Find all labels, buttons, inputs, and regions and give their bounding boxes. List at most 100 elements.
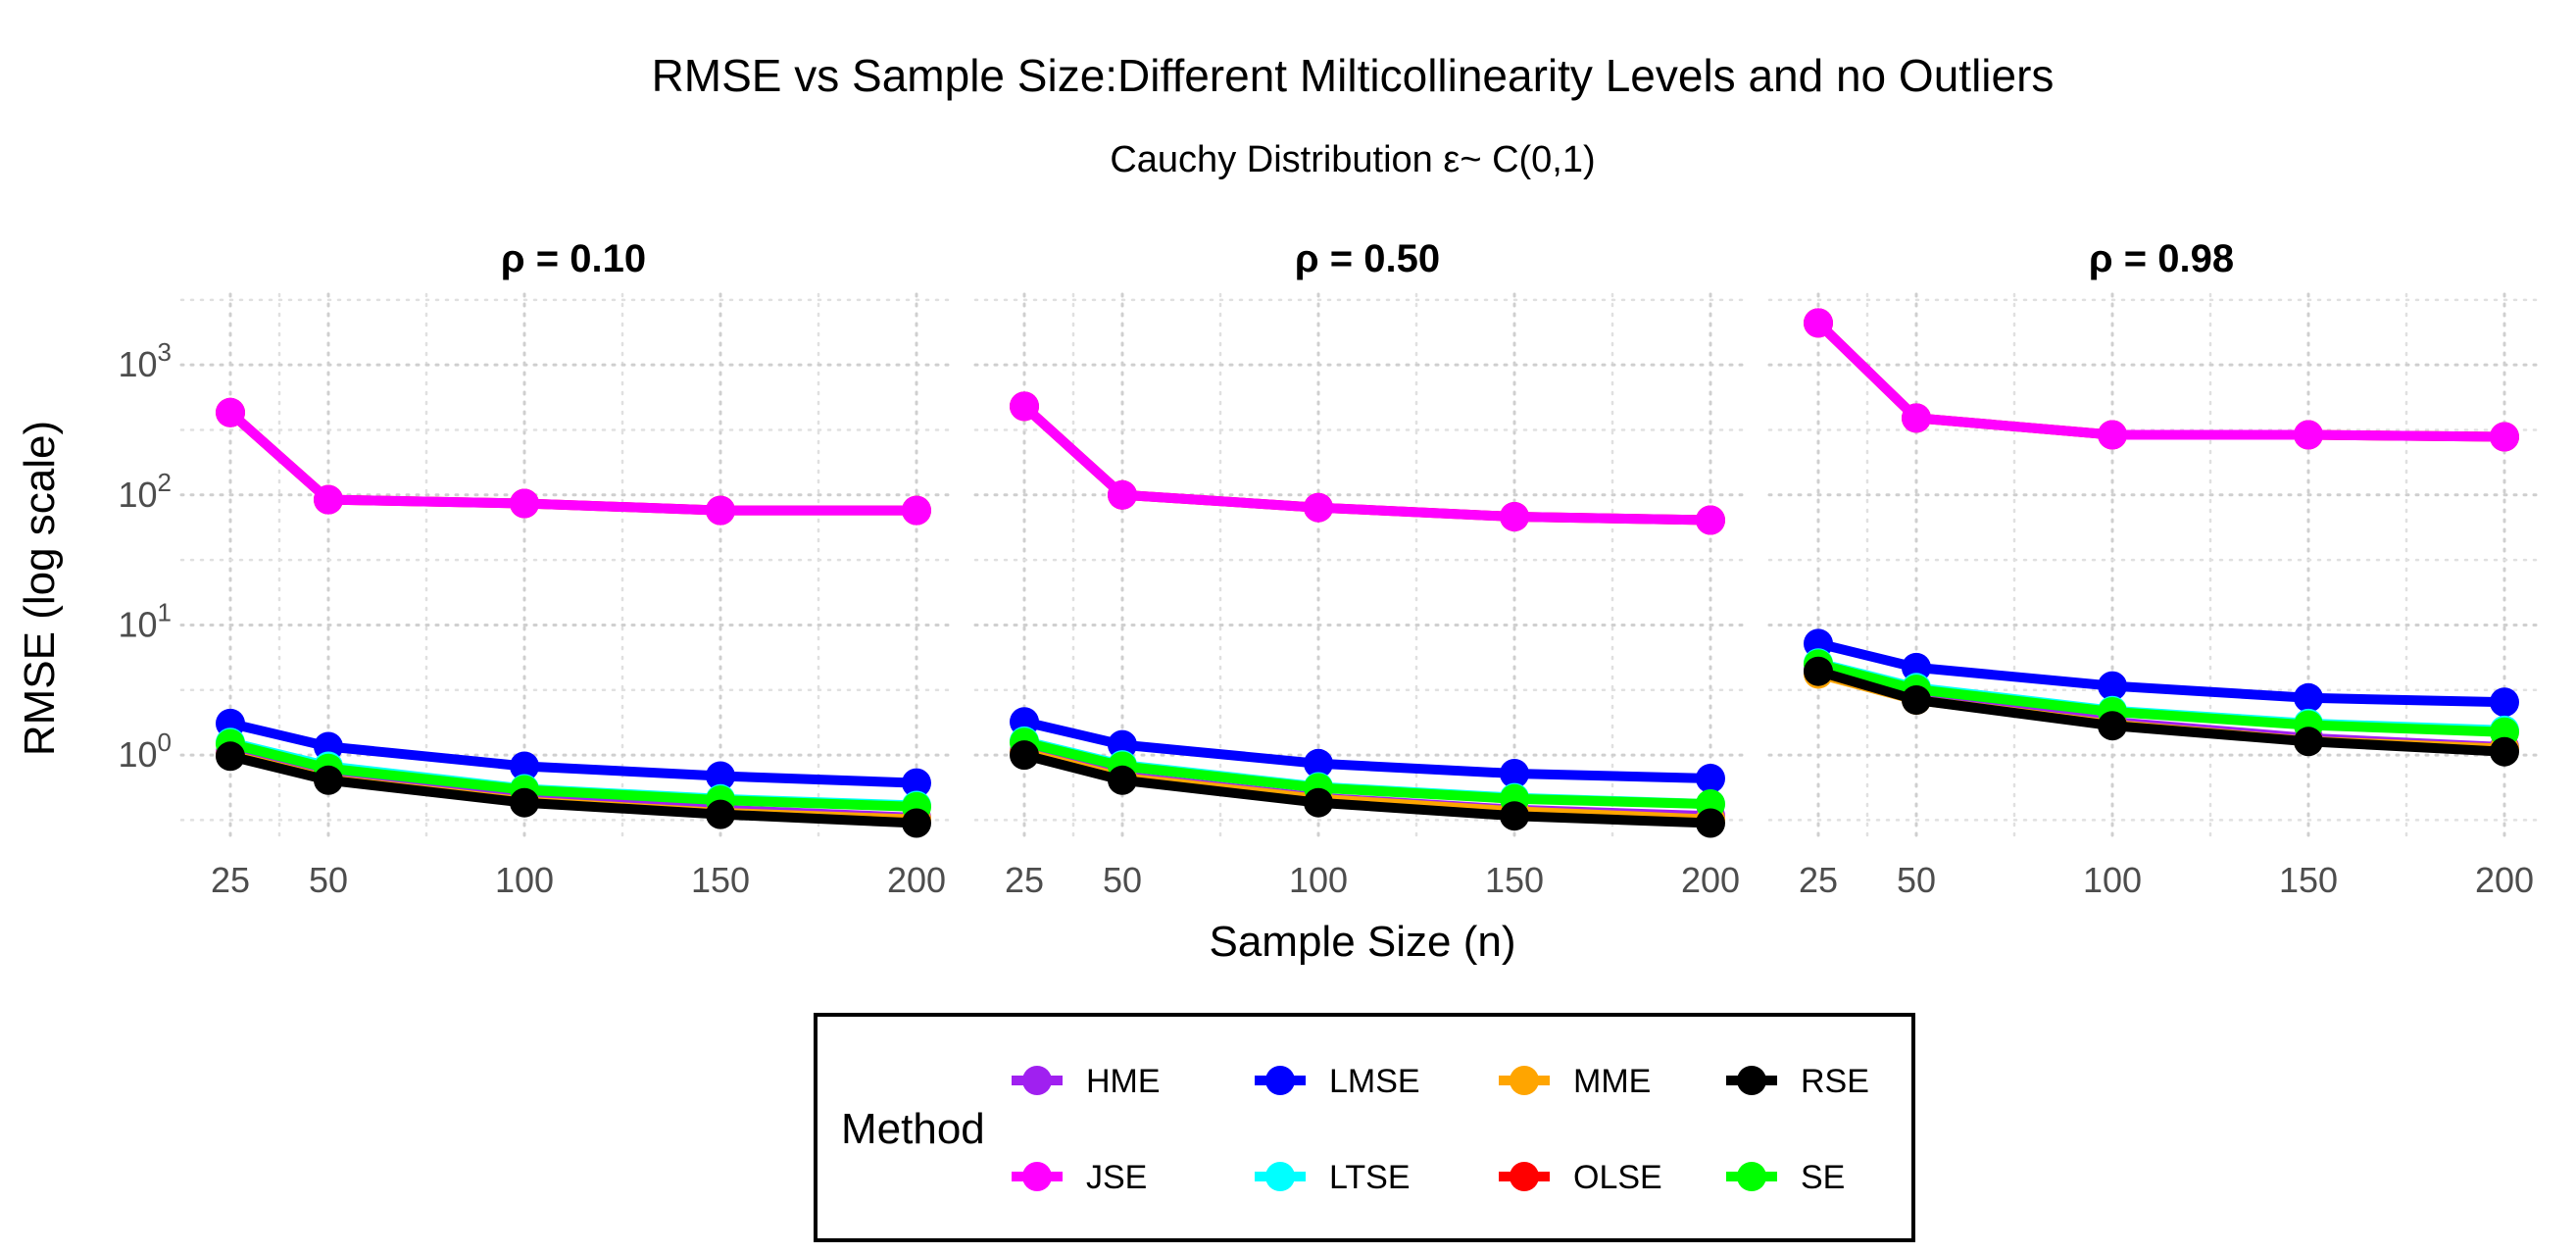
data-point-rse [1804, 656, 1833, 686]
data-point-jse [510, 488, 539, 519]
x-tick-label: 150 [2279, 860, 2338, 900]
legend-label: HME [1086, 1063, 1161, 1100]
data-point-jse [1108, 479, 1137, 510]
data-point-jse [2098, 420, 2127, 450]
facet-panel-1: ρ = 0.10 25 50 100 150 200 [179, 237, 958, 900]
panel-grid [179, 292, 958, 845]
series-rse [1010, 740, 1725, 838]
y-tick-label: 102 [118, 468, 172, 515]
series-jse [216, 397, 931, 526]
facet-strip-label: ρ = 0.50 [1295, 237, 1440, 280]
legend-entry-jse: JSE [1012, 1159, 1147, 1196]
data-point-rse [1304, 787, 1333, 818]
legend-key-point [1022, 1162, 1052, 1191]
x-tick-label: 200 [1681, 860, 1740, 900]
legend-entry-lmse: LMSE [1255, 1063, 1420, 1100]
data-point-lmse [902, 768, 931, 798]
data-point-lmse [510, 751, 539, 781]
legend-key-point [1510, 1162, 1539, 1191]
y-tick-label: 101 [118, 597, 172, 644]
series-jse [1804, 308, 2519, 452]
facet-panel-2: ρ = 0.50 25 50 100 150 200 [973, 237, 1752, 900]
legend-label: LMSE [1329, 1063, 1420, 1100]
data-point-rse [706, 799, 735, 829]
facet-strip-label: ρ = 0.98 [2089, 237, 2234, 280]
legend-box [814, 1013, 1915, 1242]
data-point-rse [314, 765, 343, 795]
data-point-rse [1696, 808, 1725, 838]
legend-entry-rse: RSE [1726, 1063, 1869, 1100]
legend-entry-hme: HME [1012, 1063, 1161, 1100]
legend-entries: HME LMSE MME RSE JSE LTSE OLSE SE [1012, 1063, 1869, 1196]
legend-key-point [1022, 1066, 1052, 1095]
x-tick-label: 25 [1005, 860, 1044, 900]
facet-panel-3: ρ = 0.98 25 50 100 150 200 [1767, 237, 2546, 900]
data-point-lmse [2294, 682, 2323, 713]
x-tick-label: 25 [1799, 860, 1838, 900]
data-point-jse [1500, 502, 1529, 531]
facet-strip-label: ρ = 0.10 [501, 237, 646, 280]
y-tick-exponent: 1 [158, 597, 172, 627]
legend-key-point [1737, 1066, 1766, 1095]
legend-entry-mme: MME [1499, 1063, 1651, 1100]
legend-label: JSE [1086, 1159, 1147, 1196]
data-point-lmse [1500, 759, 1529, 788]
y-tick-exponent: 0 [158, 727, 172, 757]
legend-key-point [1265, 1162, 1295, 1191]
y-tick-base: 10 [118, 734, 157, 775]
y-tick-exponent: 3 [158, 337, 172, 367]
data-point-rse [216, 741, 245, 772]
data-point-jse [902, 495, 931, 526]
legend-label: LTSE [1329, 1159, 1411, 1196]
data-point-lmse [1304, 748, 1333, 778]
x-tick-label: 150 [1485, 860, 1544, 900]
legend-key-point [1265, 1066, 1295, 1095]
y-tick-base: 10 [118, 344, 157, 384]
panel-grid [1767, 292, 2546, 845]
x-tick-label: 100 [1289, 860, 1348, 900]
legend: Method HME LMSE MME RSE JSE LTSE OLSE SE [814, 1013, 1915, 1242]
y-tick-base: 10 [118, 604, 157, 644]
data-point-rse [2098, 711, 2127, 741]
data-point-jse [1304, 492, 1333, 523]
data-point-rse [1902, 685, 1931, 715]
x-tick-label: 50 [1103, 860, 1142, 900]
y-tick-exponent: 2 [158, 468, 172, 497]
data-point-rse [1500, 801, 1529, 831]
legend-entry-olse: OLSE [1499, 1159, 1662, 1196]
panel-grid [973, 292, 1752, 845]
data-point-rse [2294, 727, 2323, 757]
chart-subtitle: Cauchy Distribution ε~ C(0,1) [1110, 139, 1595, 180]
legend-key-point [1510, 1066, 1539, 1095]
legend-label: OLSE [1573, 1159, 1662, 1196]
data-point-rse [510, 787, 539, 818]
data-point-lmse [2490, 687, 2519, 718]
y-tick-label: 103 [118, 337, 172, 384]
x-tick-label: 25 [211, 860, 250, 900]
series-jse [1010, 391, 1725, 535]
data-point-rse [2490, 736, 2519, 767]
legend-key-point [1737, 1162, 1766, 1191]
data-point-rse [902, 808, 931, 838]
data-point-lmse [1108, 729, 1137, 760]
y-tick-base: 10 [118, 475, 157, 515]
data-point-lmse [2098, 671, 2127, 701]
x-tick-label: 100 [2083, 860, 2142, 900]
data-point-jse [1010, 391, 1039, 422]
x-tick-label: 50 [1897, 860, 1936, 900]
data-point-jse [1902, 403, 1931, 433]
series-lmse [1010, 707, 1725, 793]
data-point-jse [216, 397, 245, 427]
data-point-jse [314, 484, 343, 515]
data-point-jse [2490, 422, 2519, 452]
data-point-rse [1108, 765, 1137, 795]
data-point-lmse [1696, 764, 1725, 793]
legend-entry-se: SE [1726, 1159, 1845, 1196]
x-tick-label: 150 [691, 860, 750, 900]
data-point-rse [1010, 740, 1039, 771]
legend-label: RSE [1801, 1063, 1869, 1100]
data-point-lmse [706, 761, 735, 791]
